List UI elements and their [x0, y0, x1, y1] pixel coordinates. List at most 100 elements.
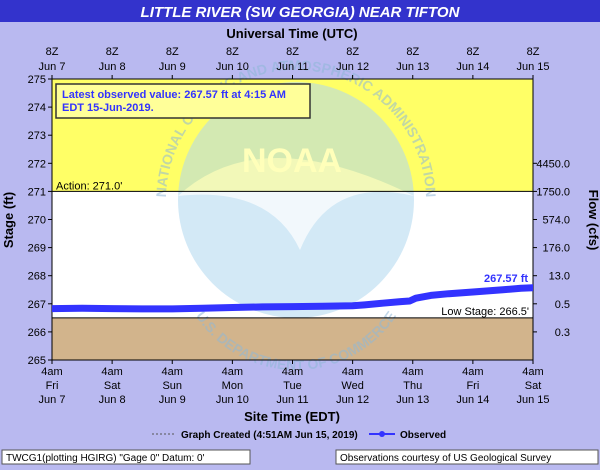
- y2-tick-label-3: 176.0: [542, 243, 570, 255]
- bottom-tick-label3-4: Jun 11: [276, 394, 308, 406]
- bottom-tick-label1-4: 4am: [282, 366, 303, 378]
- bottom-axis-ticks: 4am Fri Jun 7 4am Sat Jun 8 4am Sun Jun 9 4am Mon J…: [39, 360, 550, 406]
- series-point-0-17: [447, 292, 450, 295]
- footer-right-box: [335, 449, 599, 465]
- top-tick-label2-6: Jun 13: [396, 61, 429, 73]
- top-tick-label1-3: 8Z: [226, 46, 239, 58]
- bottom-tick-label1-5: 4am: [342, 366, 363, 378]
- y-tick-label-5: 270: [28, 215, 46, 227]
- y-tick-label-1: 266: [28, 327, 46, 339]
- x-axis-title: Site Time (EDT): [244, 409, 340, 424]
- top-tick-label2-8: Jun 15: [516, 61, 549, 73]
- top-tick-label2-4: Jun 11: [276, 61, 308, 73]
- latest-value-box: [55, 83, 311, 119]
- top-tick-label2-5: Jun 12: [336, 61, 369, 73]
- series-point-0-19: [501, 288, 505, 291]
- top-tick-label1-8: 8Z: [527, 46, 540, 58]
- series-point-0-14: [408, 299, 411, 303]
- bottom-tick-label2-0: Fri: [46, 380, 59, 392]
- series-point-0-10: [351, 304, 354, 307]
- series-point-0-15: [414, 297, 417, 300]
- series-point-0-13: [399, 300, 402, 303]
- series-point-0-18: [471, 290, 475, 294]
- bottom-tick-label2-4: Tue: [283, 380, 302, 392]
- y-tick-label-9: 274: [28, 102, 46, 114]
- series-point-0-9: [321, 305, 324, 308]
- y-tick-label-0: 265: [28, 355, 46, 367]
- bottom-tick-label2-5: Wed: [341, 380, 363, 392]
- footer-left-box: [1, 449, 251, 465]
- y2-tick-label-2: 13.0: [549, 271, 570, 283]
- threshold-label-1: Low Stage: 266.5': [441, 306, 529, 318]
- y-tick-label-7: 272: [28, 158, 46, 170]
- y-tick-label-4: 269: [28, 243, 46, 255]
- y2-tick-label-6: 4450.0: [536, 158, 570, 170]
- bottom-tick-label3-7: Jun 14: [456, 394, 489, 406]
- top-tick-label2-2: Jun 9: [159, 61, 186, 73]
- top-tick-label1-6: 8Z: [406, 46, 419, 58]
- series-point-0-20: [519, 287, 523, 290]
- y2-tick-label-0: 0.3: [555, 327, 570, 339]
- y-tick-label-10: 275: [28, 74, 46, 86]
- bottom-tick-label3-3: Jun 10: [216, 394, 249, 406]
- top-axis-ticks: 8Z Jun 7 8Z Jun 8 8Z Jun 9 8Z Jun 10 8Z Jun 11 8Z J…: [39, 46, 550, 79]
- latest-value-line2: EDT 15-Jun-2019.: [62, 102, 154, 114]
- bottom-tick-label1-3: 4am: [222, 366, 243, 378]
- y2-axis-title: Flow (cfs): [586, 190, 600, 251]
- bottom-tick-label1-0: 4am: [41, 366, 62, 378]
- threshold-label-0: Action: 271.0': [56, 180, 122, 192]
- bottom-tick-label2-2: Sun: [162, 380, 182, 392]
- series-point-0-3: [141, 307, 144, 311]
- top-tick-label2-7: Jun 14: [456, 61, 489, 73]
- noaa-bird-shape: [178, 158, 414, 250]
- right-axis-ticks: 0.3 0.5 13.0 176.0 574.0 1750.0 4450.0: [533, 158, 570, 339]
- bottom-tick-label2-6: Thu: [403, 380, 422, 392]
- watermark-center-text: NOAA: [242, 142, 342, 180]
- bottom-tick-label1-8: 4am: [522, 366, 543, 378]
- bottom-tick-label3-5: Jun 12: [336, 394, 369, 406]
- bottom-tick-label3-1: Jun 8: [99, 394, 126, 406]
- bottom-tick-label3-2: Jun 9: [159, 394, 186, 406]
- bottom-tick-label2-8: Sat: [525, 380, 542, 392]
- y-tick-label-8: 273: [28, 130, 46, 142]
- top-tick-label1-5: 8Z: [346, 46, 359, 58]
- bottom-tick-label1-1: 4am: [101, 366, 122, 378]
- footer-right-text: Observations courtesy of US Geological S…: [340, 453, 551, 464]
- legend-observed-dot-icon: [379, 431, 385, 437]
- latest-value-line1: Latest observed value: 267.57 ft at 4:15…: [62, 89, 286, 101]
- bottom-tick-label3-8: Jun 15: [516, 394, 549, 406]
- top-tick-label1-7: 8Z: [466, 46, 479, 58]
- series-point-0-7: [261, 305, 264, 309]
- series-point-0-6: [231, 306, 234, 309]
- footer-left-text: TWCG1(plotting HGIRG) "Gage 0" Datum: 0': [6, 453, 205, 464]
- bottom-tick-label3-6: Jun 13: [396, 394, 429, 406]
- y2-tick-label-4: 574.0: [542, 215, 570, 227]
- y-tick-label-2: 267: [28, 299, 46, 311]
- top-axis-title: Universal Time (UTC): [226, 26, 357, 41]
- bottom-tick-label1-6: 4am: [402, 366, 423, 378]
- series-point-0-2: [110, 307, 114, 310]
- y-tick-label-6: 271: [28, 186, 46, 198]
- series-point-0-12: [381, 302, 384, 305]
- top-tick-label2-1: Jun 8: [99, 61, 126, 73]
- top-tick-label1-4: 8Z: [286, 46, 299, 58]
- series-point-0-4: [171, 307, 174, 311]
- chart-title: LITTLE RIVER (SW GEORGIA) NEAR TIFTON: [141, 4, 461, 21]
- y2-tick-label-5: 1750.0: [536, 186, 570, 198]
- series-line-0: [52, 284, 533, 313]
- legend-observed: Observed: [400, 430, 446, 441]
- series-point-0-5: [201, 307, 204, 310]
- series-point-0-0: [52, 307, 54, 310]
- bottom-tick-label2-1: Sat: [104, 380, 121, 392]
- threshold-lines: Action: 271.0' Low Stage: 266.5': [52, 180, 533, 319]
- y-axis-title: Stage (ft): [1, 192, 16, 248]
- top-tick-label1-0: 8Z: [46, 46, 59, 58]
- top-tick-label2-3: Jun 10: [216, 61, 249, 73]
- series-point-0-8: [291, 305, 294, 308]
- y-tick-label-3: 268: [28, 271, 46, 283]
- top-tick-label2-0: Jun 7: [39, 61, 66, 73]
- y2-tick-label-1: 0.5: [555, 299, 570, 311]
- title-bar: [0, 0, 600, 22]
- flood-zone-2: [52, 317, 533, 360]
